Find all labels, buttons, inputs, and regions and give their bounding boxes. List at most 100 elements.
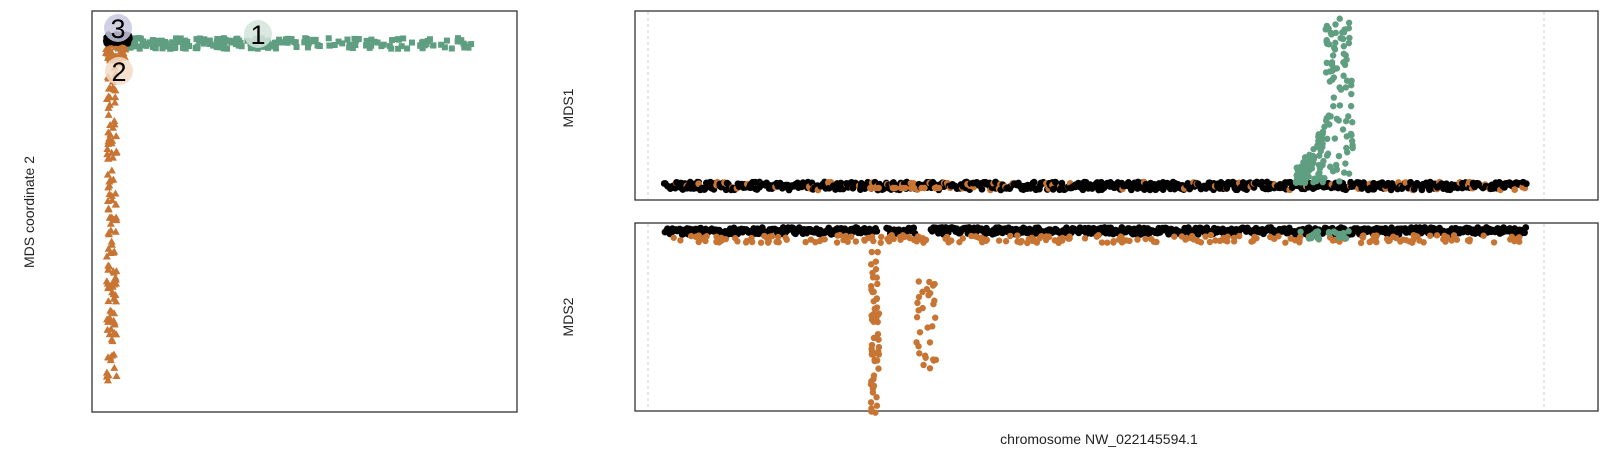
cluster1-point [206, 37, 213, 44]
mds2-orange-point [1433, 232, 1441, 239]
mds2-orange-point [765, 234, 772, 241]
cluster1-point [266, 41, 273, 48]
mds2-dip-point [924, 324, 931, 331]
cluster1-point [368, 42, 375, 49]
cluster1-point [159, 45, 166, 52]
cluster2-point [111, 86, 120, 94]
mds2-orange-point [981, 236, 989, 243]
mds1-baseline-point [1418, 186, 1426, 194]
mds2-orange-point [1414, 233, 1421, 240]
mds1-peak-point [1306, 157, 1314, 164]
mds2-dip-point [915, 278, 922, 285]
mds2-baseline-point [1305, 224, 1313, 232]
cluster1-point [247, 45, 254, 52]
mds2-orange-point [877, 239, 884, 246]
mds2-orange-point [1134, 236, 1141, 243]
mds2-orange-point [945, 239, 952, 246]
mds2-orange-point [1098, 239, 1106, 246]
cluster1-point [353, 37, 360, 44]
mds2-dip-point [872, 258, 880, 265]
mds2-dip-point [868, 378, 875, 385]
mds1-baseline-point [867, 184, 875, 192]
cluster2-point [108, 196, 117, 204]
cluster2-point [107, 48, 116, 56]
cluster1-point [448, 45, 455, 52]
cluster1-point [305, 40, 312, 47]
mds2-orange-point [1202, 233, 1209, 240]
mds2-orange-point [995, 237, 1003, 244]
mds1-axis-label: MDS1 [560, 88, 576, 127]
mds2-orange-point [802, 238, 809, 246]
mds1-peak-point [1340, 50, 1347, 57]
mds2-orange-point [1104, 239, 1111, 246]
mds2-orange-point [1236, 232, 1243, 240]
mds1-peak-point [1340, 169, 1348, 176]
mds2-orange-point [1282, 239, 1289, 246]
mds2-orange-point [774, 233, 782, 241]
mds1-peak-point [1316, 174, 1323, 181]
cluster1-point [284, 39, 291, 46]
mds2-orange-point [1036, 235, 1043, 242]
cluster2-point [105, 100, 114, 108]
mds2-orange-point [1014, 238, 1021, 245]
mds1-peak-point [1324, 135, 1331, 143]
cluster2-point [109, 350, 118, 358]
mds1-baseline-point [978, 185, 986, 193]
mds1-peak-point [1348, 77, 1355, 85]
cluster-1-label: 1 [250, 20, 265, 50]
cluster1-point [172, 44, 179, 51]
cluster1-point [199, 38, 206, 45]
mds2-orange-point [1397, 238, 1404, 245]
cluster1-point [344, 36, 351, 43]
cluster1-point [287, 37, 294, 44]
mds2-dip-point [874, 330, 882, 338]
mds2-dip-point [915, 343, 922, 350]
cluster2-point [111, 273, 120, 281]
cluster1-point [169, 39, 176, 46]
cluster1-point [302, 35, 309, 42]
mds2-orange-point [1453, 236, 1461, 243]
cluster1-point [293, 43, 300, 50]
mds2-orange-point [1441, 232, 1448, 240]
mds1-baseline-point [889, 184, 897, 192]
mds2-orange-point [1329, 237, 1337, 244]
cluster2-point [104, 110, 113, 118]
mds2-orange-point [783, 236, 790, 243]
mds2-orange-point [713, 238, 720, 246]
mds2-dip-point [867, 261, 875, 268]
cluster1-point [331, 41, 338, 48]
mds1-baseline-point [1202, 185, 1210, 192]
cluster2-point [107, 166, 116, 174]
mds1-peak-point [1340, 59, 1347, 66]
mds2-dip-point [922, 354, 929, 361]
mds1-peak-point [1330, 102, 1337, 110]
mds1-peak-point [1329, 52, 1337, 59]
mds2-green-point [1308, 234, 1315, 242]
mds1-peak-point [1342, 84, 1350, 91]
mds2-orange-point [1126, 237, 1133, 245]
mds2-orange-point [1187, 234, 1194, 242]
cluster2-point [112, 297, 121, 305]
mds1-peak-point [1340, 43, 1347, 50]
cluster-1-marker [244, 20, 272, 48]
cluster1-point [455, 35, 462, 42]
mds2-orange-point [1383, 235, 1391, 243]
mds2-dip-point [868, 248, 875, 256]
mds2-dip-point [875, 336, 882, 343]
mds2-orange-point [1230, 234, 1238, 242]
mds2-orange-point [1448, 237, 1455, 244]
mds2-orange-point [1042, 236, 1050, 244]
cluster1-point [388, 45, 395, 52]
cluster2-point [111, 200, 120, 208]
mds2-orange-point [821, 236, 828, 243]
cluster2-point [109, 215, 118, 223]
mds2-dip-point [873, 304, 881, 311]
cluster1-point [221, 44, 228, 51]
mds1-baseline-point [1258, 178, 1266, 186]
mds1-baseline-point [722, 186, 730, 194]
cluster2-point [104, 244, 113, 252]
mds2-orange-point [1115, 236, 1123, 243]
cluster2-point [104, 228, 113, 236]
mds2-orange-point [1182, 234, 1190, 242]
mds2-dip-point [867, 399, 875, 406]
